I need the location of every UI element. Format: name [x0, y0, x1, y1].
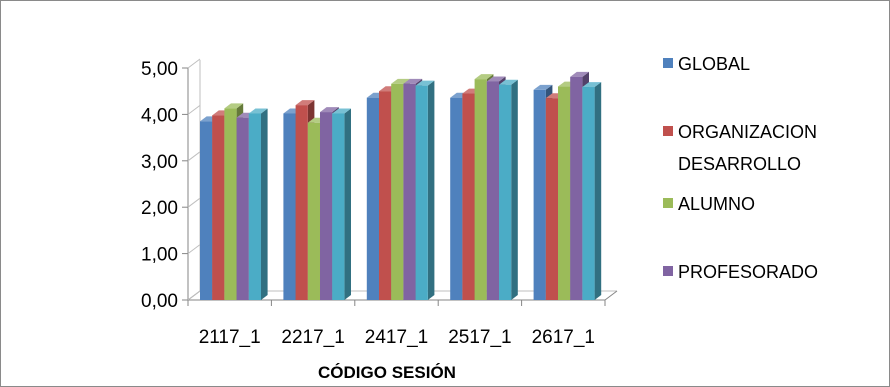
- bar: [332, 108, 351, 300]
- y-gridline-stub: [187, 105, 201, 115]
- bar-front-face: [200, 121, 213, 300]
- y-tick-label: 5,00: [141, 59, 178, 80]
- bar-front-face: [450, 97, 463, 300]
- bar-front-face: [283, 113, 296, 300]
- legend-swatch-profesorado: [663, 266, 673, 276]
- y-gridline-stub: [187, 244, 201, 255]
- bar-front-face: [379, 91, 392, 300]
- legend-label-organizacion: ORGANIZACION: [678, 122, 817, 142]
- bar-front-face: [486, 81, 499, 301]
- bar-top-face: [415, 80, 435, 86]
- bar-top-face: [403, 78, 423, 84]
- bar: [582, 82, 602, 300]
- y-gridline-stub: [187, 197, 201, 208]
- legend-label-alumno: ALUMNO: [678, 194, 755, 214]
- y-tick-label: 4,00: [141, 105, 178, 126]
- bar-top-face: [582, 82, 602, 88]
- legend: GLOBAL ORGANIZACION DESARROLLO ALUMNO PR…: [663, 54, 818, 282]
- bar-top-face: [486, 76, 506, 82]
- legend-swatch-alumno: [663, 198, 673, 208]
- bar-side-face: [594, 82, 602, 300]
- bar-front-face: [415, 85, 428, 301]
- bar-front-face: [236, 117, 249, 300]
- bar-front-face: [462, 93, 475, 301]
- bar-front-face: [403, 83, 416, 300]
- legend-swatch-organizacion-desarrollo: [663, 126, 673, 136]
- bar-top-face: [474, 74, 494, 80]
- x-axis-title: CÓDIGO SESIÓN: [318, 363, 456, 382]
- bar-front-face: [366, 97, 379, 300]
- bar: [499, 79, 518, 300]
- legend-label-desarrollo: DESARROLLO: [678, 154, 801, 174]
- bar-side-face: [344, 108, 351, 300]
- bar-front-face: [582, 87, 595, 300]
- floor-right-edge: [604, 290, 618, 301]
- bar-top-face: [570, 71, 589, 77]
- bar-front-face: [332, 113, 345, 300]
- bar-front-face: [224, 108, 237, 300]
- bar-front-face: [320, 112, 333, 300]
- bar-top-face: [248, 108, 268, 114]
- y-tick-label: 1,00: [141, 245, 178, 266]
- bar: [248, 108, 268, 300]
- bar-front-face: [533, 89, 546, 300]
- y-tick-label: 0,00: [141, 291, 178, 312]
- bar-top-face: [499, 79, 518, 85]
- x-tick-label: 2217_1: [281, 327, 344, 348]
- bar-front-face: [212, 115, 225, 300]
- bar-front-face: [545, 98, 558, 300]
- x-tick-label: 2517_1: [448, 327, 511, 348]
- y-gridline-stub: [187, 151, 201, 162]
- x-tick-label: 2617_1: [532, 327, 595, 348]
- legend-swatch-global: [663, 58, 673, 68]
- bar-top-face: [224, 103, 244, 109]
- bar-side-face: [427, 80, 435, 300]
- bar-top-face: [295, 100, 315, 106]
- bar-front-face: [307, 122, 320, 300]
- y-gridline-stub: [187, 290, 201, 301]
- x-tick-label: 2117_1: [199, 327, 261, 348]
- bar-front-face: [391, 83, 404, 300]
- x-tick-label: 2417_1: [365, 327, 428, 348]
- legend-label-global: GLOBAL: [678, 54, 750, 74]
- bar-front-face: [295, 105, 308, 301]
- legend-label-profesorado: PROFESORADO: [678, 262, 818, 282]
- bar-front-face: [499, 84, 512, 300]
- bar-top-face: [332, 108, 351, 114]
- bar-top-face: [320, 107, 339, 113]
- bar-front-face: [474, 79, 487, 300]
- y-gridline-stub: [187, 58, 201, 69]
- bar-side-face: [511, 79, 518, 300]
- bar-top-face: [391, 78, 410, 84]
- bar-front-face: [558, 86, 571, 300]
- y-tick-label: 3,00: [141, 152, 178, 173]
- bar-top-face: [533, 84, 553, 90]
- y-tick-label: 2,00: [141, 198, 178, 219]
- bar: [415, 80, 435, 301]
- bar-side-face: [261, 108, 268, 300]
- bar-front-face: [248, 113, 261, 300]
- bar-front-face: [570, 76, 583, 300]
